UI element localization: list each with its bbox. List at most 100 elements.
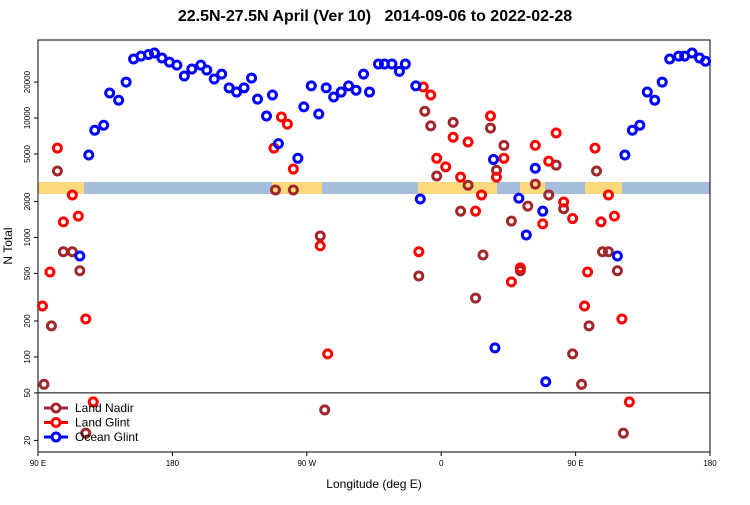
point [641,86,653,98]
y-tick-label: 100 [23,350,32,364]
point [269,184,281,196]
legend-label: Ocean Glint [75,430,139,444]
point [314,240,326,252]
y-tick-label: 10000 [23,106,32,129]
point [143,49,155,61]
point [623,396,635,408]
point [484,110,496,122]
point [314,230,326,242]
point [591,165,603,177]
point [87,396,99,408]
point [619,149,631,161]
point [272,138,284,150]
point [350,84,362,96]
point [238,82,250,94]
series [38,105,629,439]
point [550,127,562,139]
point [440,161,452,173]
y-tick-label: 1000 [23,228,32,246]
point [413,246,425,258]
point [431,170,443,182]
point [98,119,110,131]
point [305,80,317,92]
point [287,163,299,175]
point [322,348,334,360]
point [634,119,646,131]
point [201,64,213,76]
point [617,427,629,439]
point [602,246,614,258]
legend-label: Land Glint [75,416,130,430]
point [419,105,431,117]
point [462,179,474,191]
point [462,136,474,148]
plot-frame [37,39,711,453]
point [104,87,116,99]
point [343,80,355,92]
point [410,80,422,92]
point [579,300,591,312]
point [537,218,549,230]
point [529,162,541,174]
point [522,200,534,212]
point [664,53,676,65]
point [490,171,502,183]
point [425,89,437,101]
point [529,178,541,190]
point [44,266,56,278]
point [582,266,594,278]
y-tick-label: 2000 [23,192,32,210]
point [567,213,579,225]
point [583,320,595,332]
point [57,216,69,228]
point [328,91,340,103]
point [313,108,325,120]
y-tick-label: 20 [23,435,32,444]
point [364,86,376,98]
point [399,58,411,70]
point [266,89,278,101]
y-tick-label: 200 [23,314,32,328]
series [36,81,635,408]
x-tick-label: 90 E [567,459,583,468]
point [320,82,332,94]
legend-marker [50,431,62,443]
y-tick-label: 500 [23,266,32,280]
point [505,276,517,288]
land-band [418,182,497,194]
point [596,246,608,258]
point [543,189,555,201]
land-band [585,182,622,194]
point [393,65,405,77]
point [83,149,95,161]
point [498,152,510,164]
point [252,93,264,105]
point [673,50,685,62]
point [80,427,92,439]
legend-marker [50,402,62,414]
point [595,216,607,228]
point [74,250,86,262]
point [178,70,190,82]
x-tick-label: 90 W [297,459,316,468]
point [529,139,541,151]
point [686,47,698,59]
x-axis-label: Longitude (deg E) [326,477,421,491]
point [608,210,620,222]
y-tick-label: 50 [23,388,32,397]
point [649,94,661,106]
point [477,249,489,261]
point [489,342,501,354]
point [413,270,425,282]
point [484,122,496,134]
point [537,205,549,217]
x-tick-label: 180 [166,459,180,468]
point [260,110,272,122]
point [431,152,443,164]
point [576,378,588,390]
x-tick-label: 0 [439,459,444,468]
series [74,47,712,388]
